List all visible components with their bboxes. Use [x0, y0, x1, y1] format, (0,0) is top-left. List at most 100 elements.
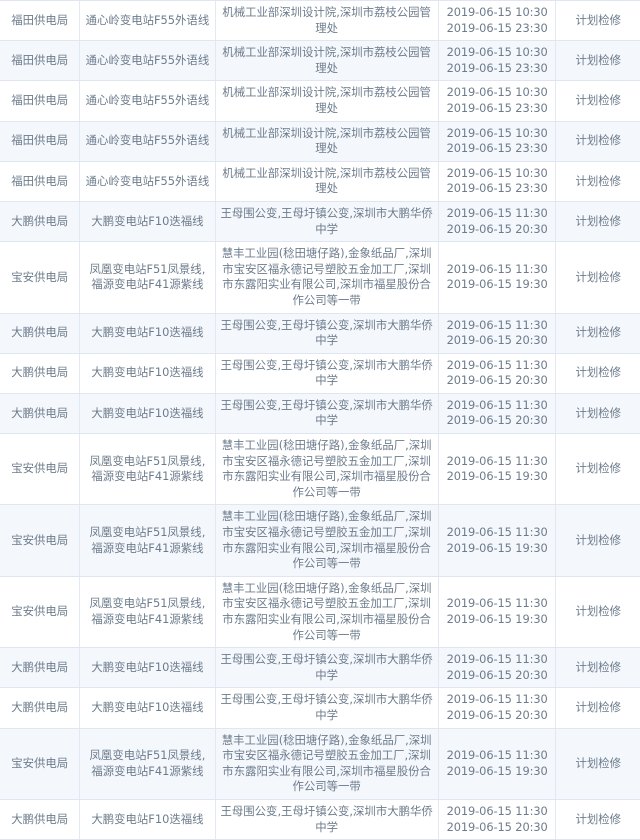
cell-outage-type: 计划检修	[555, 798, 640, 840]
cell-affected-area: 慧丰工业园(稔田塘仔路),金象纸品厂,深圳市宝安区福永德记号塑胶五金加工厂,深圳…	[214, 433, 439, 506]
cell-outage-type: 计划检修	[555, 352, 640, 394]
cell-outage-type: 计划检修	[555, 160, 640, 202]
outage-time-start: 2019-06-15 11:30	[446, 525, 548, 540]
cell-line-name: 大鹏变电站F10迭福线	[79, 798, 216, 840]
cell-line-name: 大鹏变电站F10迭福线	[79, 352, 216, 394]
cell-outage-type: 计划检修	[555, 647, 640, 689]
outage-time-start: 2019-06-15 11:30	[446, 453, 548, 468]
cell-supply-bureau: 福田供电局	[0, 40, 81, 82]
table-row: 福田供电局 通心岭变电站F55外语线 机械工业部深圳设计院,深圳市荔枝公园管理处 20…	[0, 0, 640, 42]
cell-outage-time: 2019-06-15 11:30 2019-06-15 20:30	[437, 798, 557, 840]
cell-outage-type: 计划检修	[555, 80, 640, 122]
outage-time-start: 2019-06-15 11:30	[446, 261, 548, 276]
outage-time-start: 2019-06-15 11:30	[446, 803, 548, 818]
cell-outage-time: 2019-06-15 10:30 2019-06-15 23:30	[437, 0, 557, 42]
cell-supply-bureau: 大鹏供电局	[0, 647, 81, 689]
outage-time-start: 2019-06-15 11:30	[446, 748, 548, 763]
cell-outage-type: 计划检修	[555, 0, 640, 42]
table-row: 宝安供电局 凤凰变电站F51凤景线,福源变电站F41源紫线 慧丰工业园(稔田塘仔路)…	[0, 241, 640, 314]
cell-outage-type: 计划检修	[555, 575, 640, 649]
outage-time-start: 2019-06-15 11:30	[446, 357, 548, 372]
table-row: 大鹏供电局 大鹏变电站F10迭福线 王母围公变,王母圩镇公变,深圳市大鹏华侨中学 20…	[0, 352, 640, 394]
outage-time-start: 2019-06-15 11:30	[446, 317, 548, 332]
cell-supply-bureau: 福田供电局	[0, 160, 81, 202]
cell-outage-time: 2019-06-15 11:30 2019-06-15 20:30	[437, 200, 557, 243]
cell-affected-area: 机械工业部深圳设计院,深圳市荔枝公园管理处	[214, 80, 439, 122]
table-row: 宝安供电局 凤凰变电站F51凤景线,福源变电站F41源紫线 慧丰工业园(稔田塘仔路)…	[0, 575, 640, 649]
outage-time-end: 2019-06-15 20:30	[446, 707, 548, 722]
cell-line-name: 大鹏变电站F10迭福线	[79, 687, 216, 729]
outage-time-start: 2019-06-15 10:30	[446, 5, 548, 19]
cell-outage-time: 2019-06-15 11:30 2019-06-15 20:30	[437, 392, 557, 435]
outage-time-start: 2019-06-15 11:30	[446, 596, 548, 611]
cell-affected-area: 王母围公变,王母圩镇公变,深圳市大鹏华侨中学	[214, 798, 439, 840]
table-row: 福田供电局 通心岭变电站F55外语线 机械工业部深圳设计院,深圳市荔枝公园管理处 20…	[0, 120, 640, 162]
cell-line-name: 大鹏变电站F10迭福线	[79, 392, 216, 435]
outage-time-end: 2019-06-15 20:30	[446, 667, 548, 682]
cell-line-name: 大鹏变电站F10迭福线	[79, 200, 216, 243]
outage-time-start: 2019-06-15 10:30	[446, 165, 548, 180]
cell-line-name: 凤凰变电站F51凤景线,福源变电站F41源紫线	[79, 433, 216, 506]
cell-affected-area: 王母围公变,王母圩镇公变,深圳市大鹏华侨中学	[214, 687, 439, 729]
cell-outage-type: 计划检修	[555, 504, 640, 577]
cell-affected-area: 王母围公变,王母圩镇公变,深圳市大鹏华侨中学	[214, 312, 439, 354]
cell-outage-time: 2019-06-15 11:30 2019-06-15 19:30	[437, 241, 557, 314]
cell-outage-type: 计划检修	[555, 727, 640, 800]
cell-supply-bureau: 大鹏供电局	[0, 798, 81, 840]
table-row: 福田供电局 通心岭变电站F55外语线 机械工业部深圳设计院,深圳市荔枝公园管理处 20…	[0, 80, 640, 122]
cell-supply-bureau: 福田供电局	[0, 120, 81, 162]
cell-line-name: 凤凰变电站F51凤景线,福源变电站F41源紫线	[79, 727, 216, 800]
table-row: 福田供电局 通心岭变电站F55外语线 机械工业部深圳设计院,深圳市荔枝公园管理处 20…	[0, 160, 640, 202]
cell-supply-bureau: 大鹏供电局	[0, 200, 81, 243]
table-row: 大鹏供电局 大鹏变电站F10迭福线 王母围公变,王母圩镇公变,深圳市大鹏华侨中学 20…	[0, 647, 640, 689]
cell-supply-bureau: 宝安供电局	[0, 727, 81, 800]
outage-time-end: 2019-06-15 20:30	[446, 333, 548, 348]
cell-line-name: 凤凰变电站F51凤景线,福源变电站F41源紫线	[79, 504, 216, 577]
cell-outage-type: 计划检修	[555, 120, 640, 162]
outage-time-end: 2019-06-15 20:30	[446, 221, 548, 236]
cell-line-name: 通心岭变电站F55外语线	[79, 160, 216, 202]
cell-outage-time: 2019-06-15 10:30 2019-06-15 23:30	[437, 40, 557, 82]
table-row: 宝安供电局 凤凰变电站F51凤景线,福源变电站F41源紫线 慧丰工业园(稔田塘仔路)…	[0, 727, 640, 800]
outage-time-end: 2019-06-15 20:30	[446, 373, 548, 388]
cell-outage-type: 计划检修	[555, 200, 640, 243]
cell-supply-bureau: 大鹏供电局	[0, 312, 81, 354]
cell-outage-type: 计划检修	[555, 687, 640, 729]
outage-time-end: 2019-06-15 19:30	[446, 612, 548, 626]
outage-time-end: 2019-06-15 20:30	[446, 413, 548, 428]
cell-outage-time: 2019-06-15 10:30 2019-06-15 23:30	[437, 160, 557, 202]
cell-outage-time: 2019-06-15 11:30 2019-06-15 19:30	[437, 504, 557, 577]
cell-supply-bureau: 宝安供电局	[0, 504, 81, 577]
cell-outage-time: 2019-06-15 11:30 2019-06-15 20:30	[437, 312, 557, 354]
cell-supply-bureau: 宝安供电局	[0, 575, 81, 649]
cell-line-name: 通心岭变电站F55外语线	[79, 120, 216, 162]
cell-outage-type: 计划检修	[555, 433, 640, 506]
cell-affected-area: 机械工业部深圳设计院,深圳市荔枝公园管理处	[214, 40, 439, 82]
cell-supply-bureau: 福田供电局	[0, 80, 81, 122]
outage-time-end: 2019-06-15 19:30	[446, 469, 548, 484]
cell-affected-area: 王母围公变,王母圩镇公变,深圳市大鹏华侨中学	[214, 200, 439, 243]
cell-outage-type: 计划检修	[555, 241, 640, 314]
cell-supply-bureau: 宝安供电局	[0, 241, 81, 314]
cell-affected-area: 王母围公变,王母圩镇公变,深圳市大鹏华侨中学	[214, 647, 439, 689]
cell-affected-area: 王母围公变,王母圩镇公变,深圳市大鹏华侨中学	[214, 392, 439, 435]
outage-time-end: 2019-06-15 19:30	[446, 540, 548, 555]
outage-time-end: 2019-06-15 19:30	[446, 763, 548, 778]
cell-line-name: 通心岭变电站F55外语线	[79, 0, 216, 42]
cell-affected-area: 慧丰工业园(稔田塘仔路),金象纸品厂,深圳市宝安区福永德记号塑胶五金加工厂,深圳…	[214, 727, 439, 800]
outage-time-end: 2019-06-15 23:30	[446, 181, 548, 196]
outage-time-end: 2019-06-15 23:30	[446, 20, 548, 35]
cell-outage-type: 计划检修	[555, 392, 640, 435]
cell-line-name: 大鹏变电站F10迭福线	[79, 647, 216, 689]
cell-affected-area: 机械工业部深圳设计院,深圳市荔枝公园管理处	[214, 160, 439, 202]
cell-supply-bureau: 宝安供电局	[0, 433, 81, 506]
cell-outage-time: 2019-06-15 11:30 2019-06-15 20:30	[437, 687, 557, 729]
cell-outage-time: 2019-06-15 10:30 2019-06-15 23:30	[437, 120, 557, 162]
outage-time-end: 2019-06-15 23:30	[446, 60, 548, 75]
cell-affected-area: 慧丰工业园(稔田塘仔路),金象纸品厂,深圳市宝安区福永德记号塑胶五金加工厂,深圳…	[214, 504, 439, 577]
cell-outage-time: 2019-06-15 11:30 2019-06-15 20:30	[437, 352, 557, 394]
table-row: 宝安供电局 凤凰变电站F51凤景线,福源变电站F41源紫线 慧丰工业园(稔田塘仔路)…	[0, 504, 640, 577]
outage-time-start: 2019-06-15 11:30	[446, 692, 548, 707]
cell-affected-area: 机械工业部深圳设计院,深圳市荔枝公园管理处	[214, 0, 439, 42]
